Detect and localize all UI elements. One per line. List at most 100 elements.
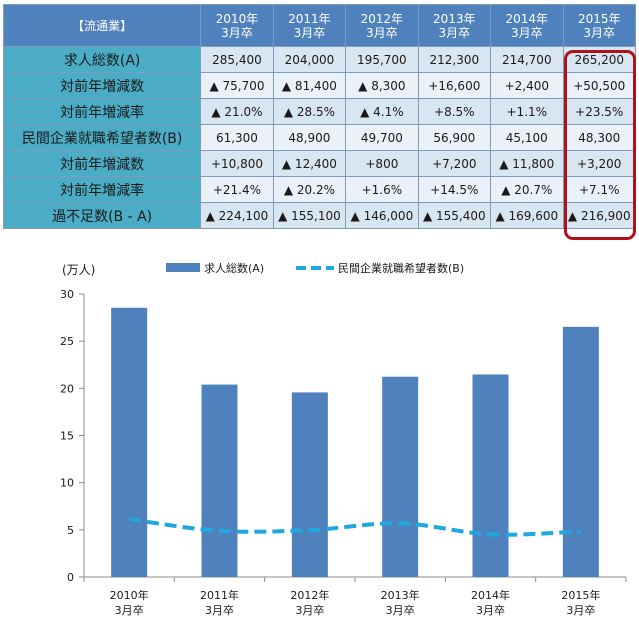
table-cell: 48,900 — [272, 124, 347, 151]
bar — [382, 376, 419, 577]
table-cell: +7,200 — [417, 150, 492, 177]
y-tick-label: 15 — [60, 430, 74, 443]
data-table: 【流通業】 2010年 3月卒 2011年 3月卒 2012年 3月卒 2013年 3月… — [2, 4, 636, 229]
table-cell: ▲ 75,700 — [200, 72, 274, 99]
series-line — [128, 517, 581, 537]
y-tick-label: 10 — [60, 477, 74, 490]
table-cell: +10,800 — [200, 150, 274, 177]
table-row: 過不足数(B - A) ▲ 224,100 ▲ 155,100 ▲ 146,000 ▲ … — [2, 202, 636, 229]
table-row: 対前年増減数 +10,800 ▲ 12,400 +800 +7,200 ▲ 11,800 +… — [2, 150, 636, 177]
table-cell: +1.6% — [345, 176, 419, 203]
table-cell: 61,300 — [200, 124, 274, 151]
table-cell: ▲ 11,800 — [490, 150, 564, 177]
table-corner-label: 【流通業】 — [2, 4, 202, 47]
table-cell: ▲ 21.0% — [200, 98, 274, 125]
row-label: 民間企業就職希望者数(B) — [2, 124, 202, 151]
table-cell: 56,900 — [417, 124, 492, 151]
legend-label: 民間企業就職希望者数(B) — [338, 261, 464, 275]
bar — [201, 384, 238, 577]
line-point — [309, 529, 311, 531]
y-tick-label: 25 — [60, 335, 74, 348]
row-label: 対前年増減数 — [2, 150, 202, 177]
table-cell: +16,600 — [417, 72, 492, 99]
table-body: 求人総数(A) 285,400 204,000 195,700 212,300 214,7… — [2, 46, 636, 229]
table-cell: 212,300 — [417, 46, 492, 73]
table-cell: ▲ 224,100 — [200, 202, 274, 229]
data-table-container: 【流通業】 2010年 3月卒 2011年 3月卒 2012年 3月卒 2013年 3月… — [2, 4, 636, 240]
legend-swatch-bar — [166, 263, 200, 272]
x-tick-label: 2011年 — [200, 588, 239, 602]
bar — [111, 307, 148, 577]
row-label: 過不足数(B - A) — [2, 202, 202, 229]
table-header-row: 【流通業】 2010年 3月卒 2011年 3月卒 2012年 3月卒 2013年 3月… — [2, 4, 636, 47]
line-point — [219, 530, 220, 532]
column-header: 2014年 3月卒 — [490, 4, 564, 47]
y-tick-label: 30 — [60, 288, 74, 301]
x-tick-label: 3月卒 — [115, 603, 144, 617]
bar-line-chart: (万人)0510152025302010年3月卒2011年3月卒2012年3月卒… — [60, 261, 627, 617]
table-cell: +50,500 — [562, 72, 636, 99]
table-cell: ▲ 12,400 — [272, 150, 347, 177]
table-cell: ▲ 28.5% — [272, 98, 347, 125]
line-point — [580, 530, 582, 532]
column-header: 2012年 3月卒 — [345, 4, 419, 47]
line-point — [490, 533, 491, 535]
row-label: 対前年増減数 — [2, 72, 202, 99]
line-point — [399, 522, 401, 524]
column-header: 2013年 3月卒 — [417, 4, 492, 47]
table-row: 対前年増減率 ▲ 21.0% ▲ 28.5% ▲ 4.1% +8.5% +1.1% +23.… — [2, 98, 636, 125]
table-cell: ▲ 8,300 — [345, 72, 419, 99]
table-cell: ▲ 20.2% — [272, 176, 347, 203]
bar — [472, 374, 509, 577]
x-tick-label: 2010年 — [110, 588, 149, 602]
x-tick-label: 3月卒 — [476, 603, 505, 617]
x-tick-label: 2015年 — [561, 588, 600, 602]
table-cell: +3,200 — [562, 150, 636, 177]
row-label: 対前年増減率 — [2, 98, 202, 125]
table-cell: ▲ 4.1% — [345, 98, 419, 125]
table-cell: ▲ 155,100 — [272, 202, 347, 229]
table-cell: +2,400 — [490, 72, 564, 99]
table-cell: +1.1% — [490, 98, 564, 125]
y-tick-label: 0 — [67, 571, 74, 584]
table-cell: 285,400 — [200, 46, 274, 73]
x-tick-label: 3月卒 — [205, 603, 234, 617]
table-row: 求人総数(A) 285,400 204,000 195,700 212,300 214,7… — [2, 46, 636, 73]
x-tick-label: 2014年 — [471, 588, 510, 602]
row-label: 求人総数(A) — [2, 46, 202, 73]
x-tick-label: 3月卒 — [386, 603, 415, 617]
x-tick-label: 3月卒 — [295, 603, 324, 617]
y-tick-label: 20 — [60, 382, 74, 395]
x-tick-label: 2012年 — [290, 588, 329, 602]
table-cell: ▲ 81,400 — [272, 72, 347, 99]
table-cell: +800 — [345, 150, 419, 177]
bar — [562, 326, 599, 577]
table-cell: +8.5% — [417, 98, 492, 125]
row-label: 対前年増減率 — [2, 176, 202, 203]
table-row: 民間企業就職希望者数(B) 61,300 48,900 49,700 56,900 45,… — [2, 124, 636, 151]
legend-label: 求人総数(A) — [204, 261, 264, 275]
table-cell: 45,100 — [490, 124, 564, 151]
column-header: 2011年 3月卒 — [272, 4, 347, 47]
table-cell: 204,000 — [272, 46, 347, 73]
table-cell: 48,300 — [562, 124, 636, 151]
table-cell: 214,700 — [490, 46, 564, 73]
y-axis-label: (万人) — [62, 263, 95, 277]
table-cell: +7.1% — [562, 176, 636, 203]
table-cell: +23.5% — [562, 98, 636, 125]
table-row: 対前年増減数 ▲ 75,700 ▲ 81,400 ▲ 8,300 +16,600 +2,4… — [2, 72, 636, 99]
chart-container: (万人) 0 5 10 15 20 25 30 2010年 3月卒 2011年 3月卒 2012年 3月卒… — [0, 250, 639, 629]
line-point — [128, 518, 130, 520]
bar — [291, 392, 328, 577]
table-cell: 195,700 — [345, 46, 419, 73]
table-cell: 265,200 — [562, 46, 636, 73]
table-cell: ▲ 216,900 — [562, 202, 636, 229]
x-tick-label: 2013年 — [381, 588, 420, 602]
column-header: 2010年 3月卒 — [200, 4, 274, 47]
y-tick-label: 5 — [67, 524, 74, 537]
table-cell: 49,700 — [345, 124, 419, 151]
table-cell: ▲ 169,600 — [490, 202, 564, 229]
x-tick-label: 3月卒 — [566, 603, 595, 617]
table-cell: ▲ 146,000 — [345, 202, 419, 229]
table-cell: +14.5% — [417, 176, 492, 203]
